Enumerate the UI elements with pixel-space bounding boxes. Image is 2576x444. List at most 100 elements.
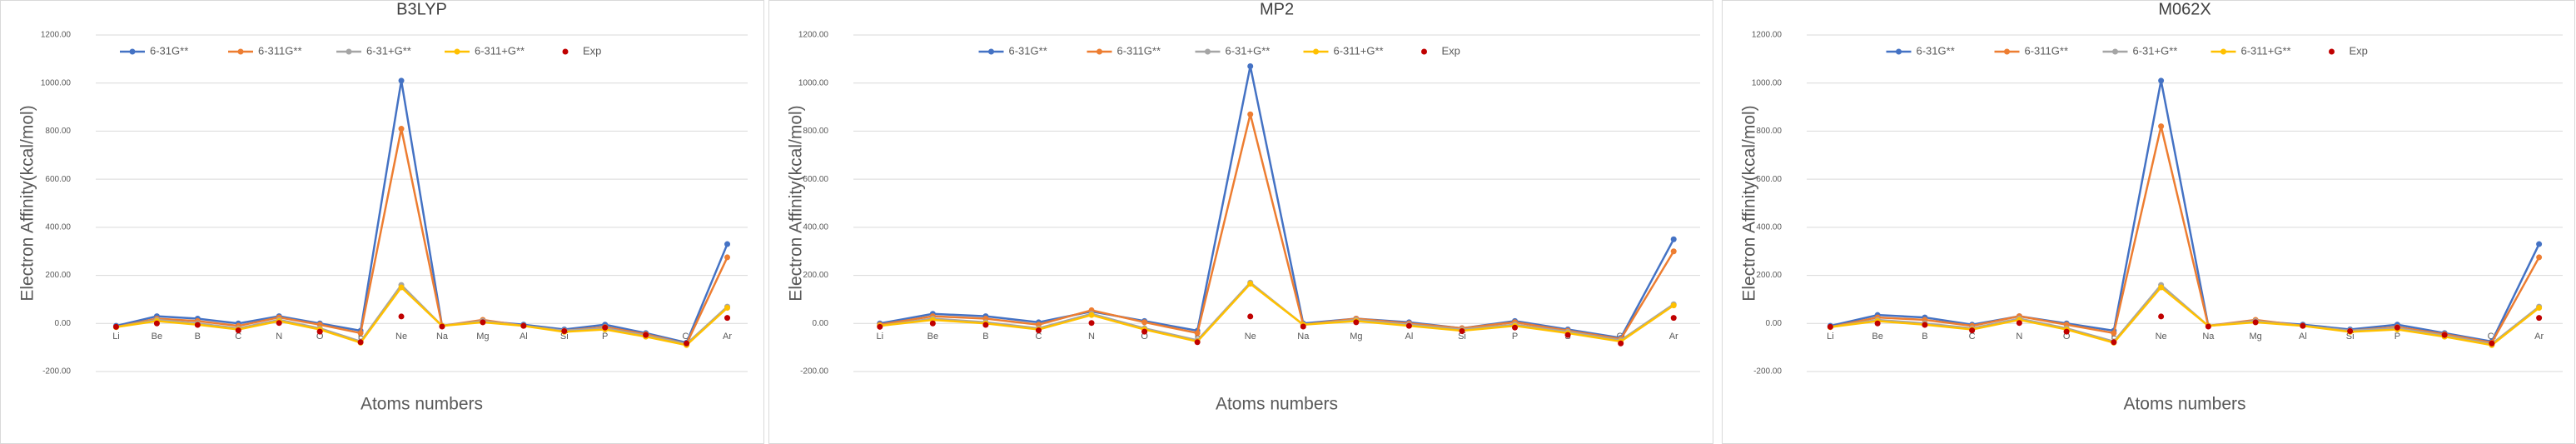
x-tick-label: Be [1872,332,1882,342]
data-point [1670,315,1677,322]
x-tick-label: F [2111,332,2117,342]
legend-label: 6-311+G** [1334,44,1384,57]
y-tick-label: 800.00 [803,127,828,136]
y-tick-label: 1200.00 [798,31,829,40]
data-point [877,323,883,330]
data-point [1827,323,1833,330]
y-axis-title: Electron Affinity(kcal/mol) [1740,105,1759,301]
data-point [684,340,690,347]
x-tick-label: Cl [2488,332,2496,342]
data-point [2111,339,2117,346]
legend-label: 6-311+G** [2241,44,2291,57]
x-tick-label: Ne [2156,332,2167,342]
x-tick-label: F [1195,332,1201,342]
chart: MP2 Atoms numbers Electron Affinity(kcal/m… [768,0,1713,444]
data-point [929,320,936,327]
data-point [1141,328,1148,335]
data-point [1670,302,1677,309]
data-point [724,315,731,322]
data-point [1247,281,1254,287]
x-tick-label: P [602,332,608,342]
data-point [480,319,486,326]
x-tick-label: F [358,332,364,342]
data-point [2205,323,2211,330]
x-tick-label: N [2016,332,2022,342]
legend-label: 6-31+G** [1226,44,1271,57]
series-line [116,79,729,344]
legend-marker [2220,48,2226,55]
y-tick-label: -200.00 [42,367,71,377]
data-point [602,324,609,331]
y-tick-label: 800.00 [45,127,71,136]
data-point [1969,327,1976,334]
data-point [1194,330,1201,337]
data-point [1874,320,1881,327]
x-tick-label: Cl [682,332,690,342]
y-tick-label: 200.00 [45,271,71,280]
y-tick-label: 600.00 [45,175,71,184]
chart-frame [768,0,1713,444]
y-tick-label: 200.00 [803,271,828,280]
legend-label: 6-311+G** [475,44,525,57]
data-point [2158,284,2165,291]
x-tick-label: Mg [2249,332,2261,342]
data-point [153,320,160,327]
data-point [1247,111,1254,117]
data-point [724,254,731,261]
y-tick-label: 1000.00 [1752,78,1783,87]
legend-marker [2112,48,2118,55]
y-tick-label: 400.00 [45,222,71,232]
data-point [194,322,201,328]
data-point [1088,320,1095,327]
y-tick-label: -200.00 [1753,367,1782,377]
x-tick-label: P [2394,332,2400,342]
legend-marker [237,48,244,55]
chart-title: M062X [2158,0,2210,18]
x-tick-label: O [1141,332,1148,342]
data-point [1035,327,1042,334]
data-point [1459,328,1465,335]
y-tick-label: 600.00 [803,175,828,184]
data-point [1922,322,1928,328]
data-point [982,322,989,328]
x-tick-label: Si [1458,332,1466,342]
chart: B3LYP Atoms numbers Electron Affinity(kcal… [0,0,764,444]
y-tick-label: 1200.00 [1752,31,1783,40]
legend-label: 6-311G** [258,44,302,57]
x-tick-label: Si [560,332,569,342]
x-axis-title: Atoms numbers [361,395,483,414]
y-tick-label: 1200.00 [41,31,72,40]
x-tick-label: Li [112,332,120,342]
series-line [1830,125,2540,344]
data-point [2536,254,2543,261]
data-point [2347,328,2354,335]
data-point [2158,313,2165,320]
x-tick-label: Si [2346,332,2355,342]
chart-frame [1722,0,2575,444]
legend-marker [1313,48,1319,55]
x-tick-label: C [1969,332,1976,342]
data-point [561,328,568,335]
x-tick-label: Ne [395,332,407,342]
x-tick-label: Li [1827,332,1834,342]
y-tick-label: 0.00 [1766,319,1783,328]
data-point [1405,322,1412,329]
legend-label: 6-311G** [2025,44,2069,57]
data-point [2536,241,2543,247]
legend-label: 6-31+G** [2133,44,2178,57]
legend-marker [1097,48,1102,55]
x-tick-label: B [982,332,988,342]
data-point [1618,340,1624,347]
x-tick-label: P [1512,332,1518,342]
data-point [2252,319,2259,326]
legend-label: Exp [583,44,601,57]
x-tick-label: Na [2202,332,2215,342]
data-point [316,328,323,335]
data-point [520,322,527,329]
x-tick-label: Ar [1669,332,1678,342]
series-line [879,282,1674,343]
data-point [398,77,405,84]
data-point [1512,324,1519,331]
data-point [2158,123,2165,130]
